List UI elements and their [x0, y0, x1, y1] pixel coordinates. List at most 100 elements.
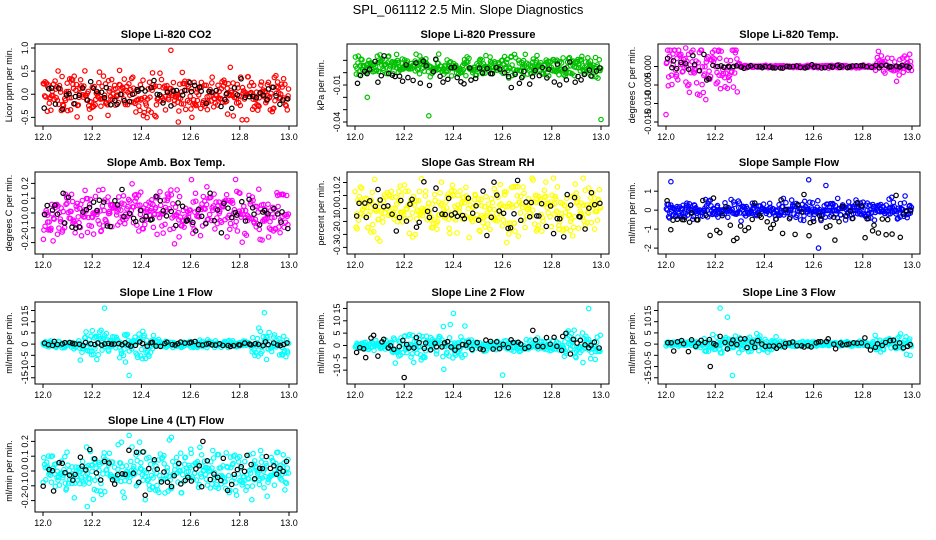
data-point [277, 91, 284, 97]
data-point [810, 218, 817, 225]
data-point [103, 84, 110, 91]
data-point [150, 201, 156, 208]
data-point [702, 96, 709, 103]
data-point [256, 103, 262, 110]
data-point [753, 63, 760, 70]
x-tick-label: 12.8 [854, 390, 872, 400]
data-point [584, 54, 591, 61]
data-point [432, 56, 439, 63]
data-point [875, 230, 882, 236]
data-point [842, 213, 849, 219]
data-point [59, 73, 65, 80]
data-point [168, 434, 175, 441]
data-point [248, 461, 254, 468]
data-point [864, 207, 871, 214]
data-point [422, 188, 429, 195]
data-point [64, 107, 71, 114]
data-point [126, 432, 132, 439]
data-point [90, 85, 97, 92]
data-point [157, 70, 163, 77]
data-point [137, 207, 144, 214]
x-tick-label: 12.8 [543, 260, 561, 270]
data-point [274, 211, 281, 217]
data-point [151, 77, 157, 84]
data-point [61, 466, 67, 473]
data-point [477, 228, 483, 235]
data-point [551, 334, 557, 341]
data-point [171, 241, 178, 247]
data-point [788, 197, 795, 203]
data-point [87, 446, 93, 453]
data-point [529, 207, 536, 214]
data-point [396, 188, 402, 195]
data-point [87, 475, 93, 482]
data-point [209, 342, 215, 348]
data-point [242, 458, 248, 465]
data-point [466, 65, 473, 71]
data-point [160, 230, 167, 236]
data-point [678, 51, 684, 58]
x-tick-label: 12.0 [657, 132, 675, 142]
data-point [252, 352, 258, 359]
data-point [71, 101, 77, 107]
data-point [548, 223, 555, 230]
data-point [554, 184, 561, 190]
data-point [838, 63, 845, 69]
data-point [759, 64, 766, 71]
data-point [893, 78, 900, 85]
data-point [375, 353, 381, 359]
data-point [712, 63, 719, 70]
data-point [360, 345, 367, 352]
panel-title: Slope Li-820 Temp. [739, 29, 838, 41]
data-point [107, 210, 113, 216]
data-point [114, 101, 120, 108]
data-point [475, 196, 482, 202]
data-point [175, 200, 181, 206]
data-point [439, 344, 445, 350]
data-point [818, 65, 825, 71]
data-point [358, 185, 365, 192]
data-point [696, 92, 703, 99]
data-point [406, 345, 412, 351]
data-point [126, 372, 132, 379]
data-point [148, 109, 155, 116]
data-point [500, 217, 507, 224]
data-point [79, 349, 85, 356]
data-point [874, 340, 881, 347]
data-point [103, 330, 110, 337]
data-point [512, 183, 519, 190]
data-point [220, 455, 227, 462]
x-tick-label: 12.2 [706, 260, 724, 270]
data-point [44, 202, 51, 209]
data-point [770, 221, 777, 228]
data-point [138, 346, 145, 353]
data-point [195, 206, 202, 213]
data-point [84, 229, 91, 236]
data-point [170, 79, 177, 86]
data-point [225, 472, 232, 479]
data-point [131, 463, 137, 470]
data-point [163, 207, 170, 213]
data-point [227, 220, 234, 227]
panel-title: Slope Gas Stream RH [421, 157, 534, 169]
data-point [429, 201, 436, 207]
data-point [724, 314, 731, 321]
data-point [734, 89, 741, 95]
plot-frame [346, 171, 610, 255]
data-point [138, 189, 144, 196]
data-point [266, 329, 272, 336]
data-point [114, 202, 121, 208]
data-point [257, 475, 263, 482]
data-point [846, 64, 853, 70]
data-point [402, 333, 408, 339]
x-tick-label: 13.0 [280, 132, 298, 142]
data-point [734, 235, 740, 242]
data-point [554, 343, 560, 350]
data-point [703, 59, 710, 65]
panel-title: Slope Line 1 Flow [120, 287, 213, 299]
data-point [197, 232, 204, 239]
data-point [832, 237, 838, 243]
data-point [556, 72, 562, 78]
